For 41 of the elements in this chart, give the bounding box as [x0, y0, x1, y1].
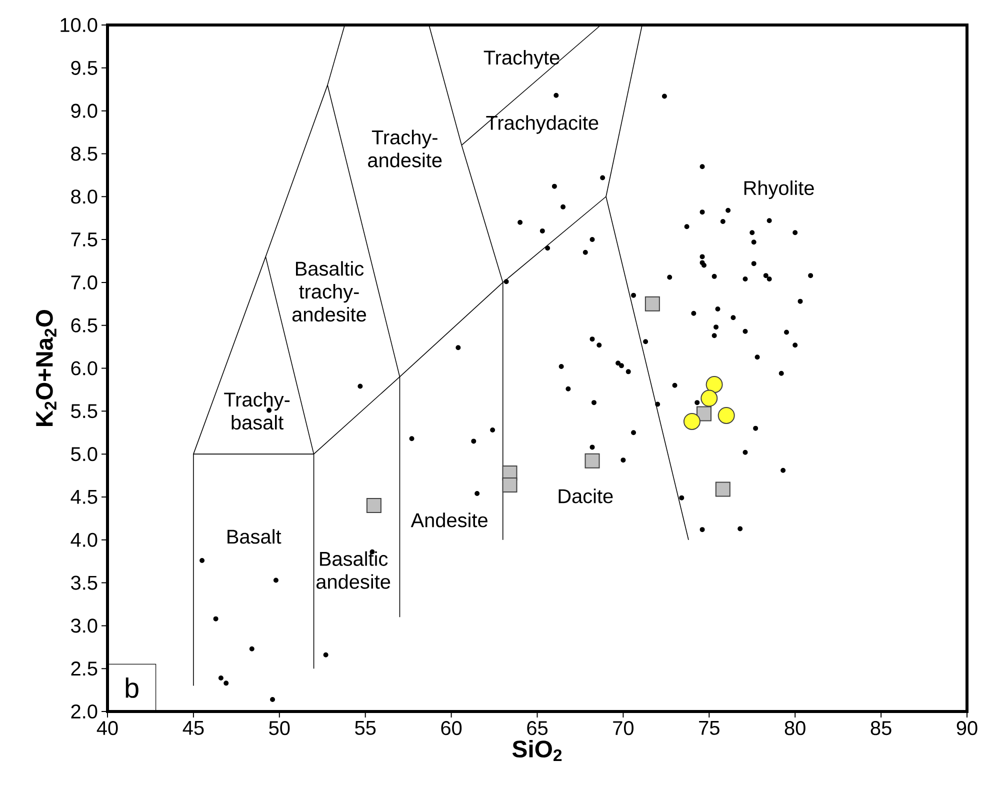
y-tick-label: 6.5 — [71, 318, 98, 332]
y-tick-label: 3.0 — [71, 618, 98, 633]
y-tick-label: 2.5 — [71, 662, 98, 676]
x-tick-label: 70 — [613, 721, 634, 736]
annotation: Trachy- andesite — [368, 130, 442, 168]
y-tick-label: 6.0 — [71, 361, 98, 376]
y-tick-label: 3.5 — [71, 576, 98, 590]
x-tick-label: 40 — [96, 721, 118, 736]
x-tick-label: 90 — [956, 721, 978, 736]
y-tick-label: 9.0 — [71, 104, 98, 118]
x-tick-label: 85 — [870, 721, 892, 736]
annotation: Basaltic andesite — [316, 551, 390, 589]
y-tick-label: 7.0 — [71, 275, 98, 290]
y-tick-label: 8.5 — [71, 146, 98, 161]
y-tick-label: 10.0 — [60, 18, 98, 32]
annotation: Andesite — [410, 512, 488, 528]
y-tick-label: 4.5 — [70, 490, 98, 504]
y-axis-title: K$_{2}$O+Na$_{2}$O — [36, 310, 56, 426]
x-axis-title: SiO$_{2}$ — [512, 740, 562, 762]
x-tick-label: 60 — [441, 721, 462, 736]
x-tick-label: 80 — [784, 721, 806, 736]
annotation: Basalt — [228, 529, 282, 544]
y-tick-label: 9.5 — [71, 60, 98, 75]
annotation: Basaltic trachy- andesite — [292, 261, 366, 322]
annotation: b — [126, 677, 138, 698]
annotation: Dacite — [558, 488, 613, 504]
annotation: Trachy- basalt — [224, 392, 290, 430]
y-tick-label: 7.5 — [71, 232, 98, 246]
annotation: Trachyte — [484, 50, 560, 69]
x-tick-label: 75 — [699, 721, 720, 735]
x-tick-label: 65 — [527, 721, 548, 736]
x-tick-label: 45 — [182, 721, 204, 735]
y-tick-label: 5.0 — [71, 447, 98, 462]
y-tick-label: 4.0 — [70, 532, 98, 547]
x-tick-label: 55 — [355, 721, 376, 735]
y-tick-label: 8.0 — [71, 190, 98, 204]
y-tick-label: 2.0 — [71, 704, 98, 719]
x-tick-label: 50 — [269, 721, 290, 736]
y-tick-label: 5.5 — [71, 404, 98, 418]
annotation: Rhyolite — [744, 180, 814, 200]
annotation: Trachydacite — [486, 115, 598, 134]
